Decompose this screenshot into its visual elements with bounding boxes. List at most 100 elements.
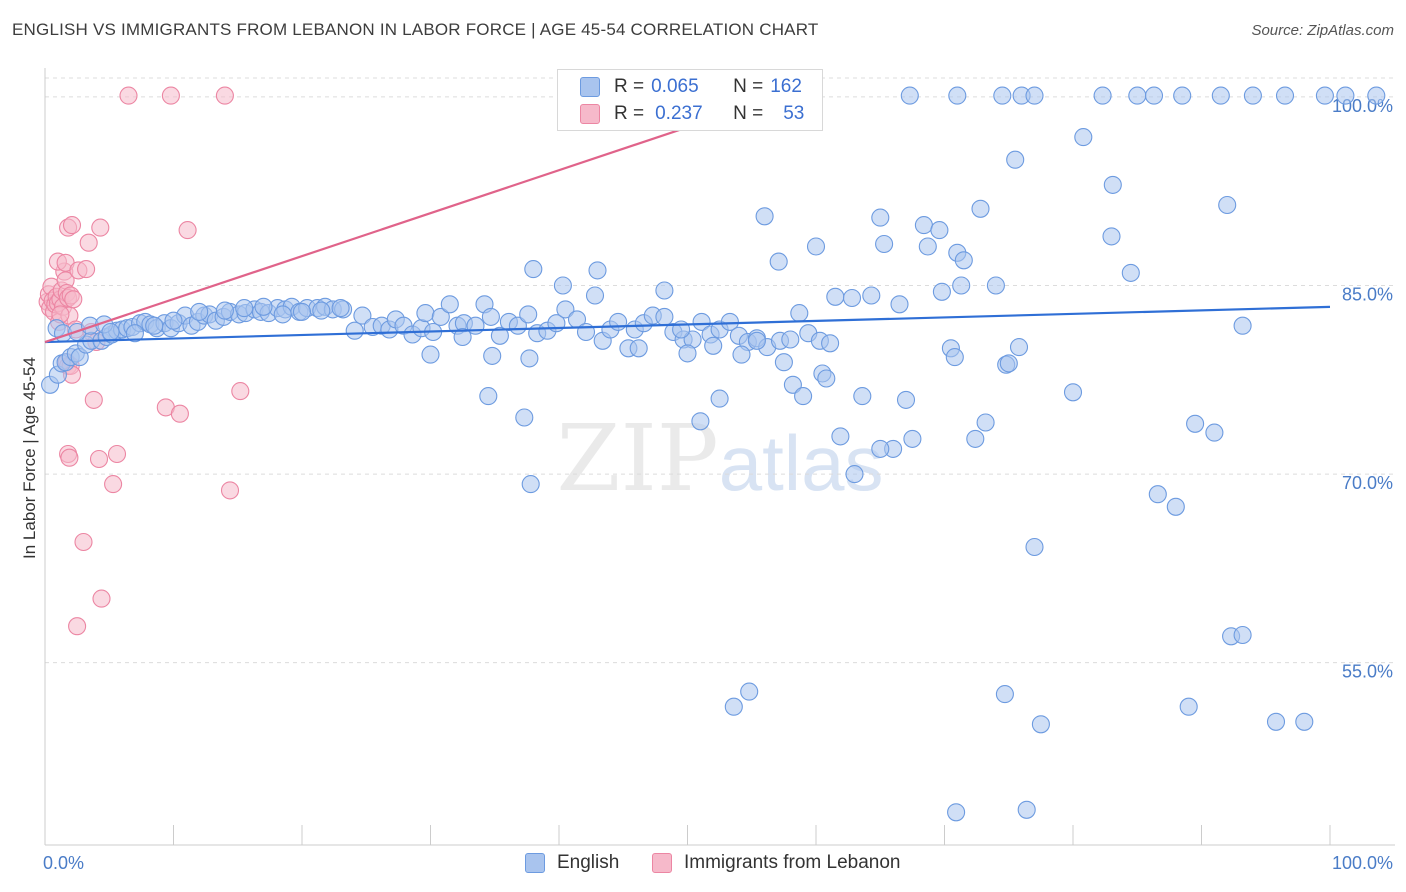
- y-tick-label: 85.0%: [1342, 284, 1393, 304]
- english-point: [519, 305, 538, 324]
- english-point: [490, 326, 509, 345]
- english-point: [1211, 86, 1230, 105]
- lebanon-point: [89, 449, 109, 469]
- english-point: [101, 322, 120, 342]
- english-point: [190, 302, 209, 321]
- english-point: [556, 300, 575, 319]
- english-point: [1074, 128, 1093, 147]
- english-point: [273, 305, 292, 324]
- lebanon-point: [68, 617, 87, 636]
- english-point: [345, 321, 364, 340]
- english-point: [1006, 150, 1025, 169]
- english-point: [164, 311, 183, 330]
- english-point: [1367, 86, 1386, 105]
- lebanon-point: [161, 86, 180, 105]
- english-point: [1336, 86, 1355, 105]
- english-point: [1233, 316, 1252, 335]
- english-point: [790, 304, 809, 323]
- english-swatch: [580, 77, 600, 97]
- english-point: [1025, 86, 1044, 105]
- lebanon-point: [215, 86, 234, 105]
- english-point: [704, 336, 723, 355]
- watermark: ZIPatlas: [557, 405, 884, 512]
- english-legend-swatch: [525, 853, 545, 873]
- english-point: [918, 237, 937, 256]
- lebanon-point: [64, 290, 83, 309]
- legend-item-lebanon[interactable]: Immigrants from Lebanon: [652, 852, 901, 874]
- english-point: [945, 348, 964, 367]
- legend-item-english[interactable]: English: [525, 852, 619, 874]
- english-point: [125, 324, 144, 343]
- english-point: [609, 312, 628, 331]
- x-tick-label-max: 100.0%: [1332, 853, 1393, 873]
- english-point: [875, 234, 894, 254]
- lebanon-n-value: 53: [783, 103, 805, 124]
- lebanon-point: [104, 475, 123, 494]
- english-point: [416, 304, 435, 323]
- lebanon-r-label: R =: [614, 103, 645, 124]
- lebanon-point: [84, 390, 103, 409]
- english-point: [585, 286, 605, 305]
- english-point: [629, 339, 648, 358]
- english-point: [774, 353, 793, 372]
- english-point: [1093, 86, 1112, 105]
- english-point: [453, 327, 472, 347]
- english-r-label: R =: [614, 76, 645, 97]
- english-point: [331, 299, 350, 318]
- english-point: [966, 429, 985, 448]
- english-point: [1103, 175, 1122, 194]
- english-point: [1128, 86, 1147, 105]
- x-tick-label-min: 0.0%: [43, 853, 84, 873]
- english-point: [254, 297, 273, 316]
- y-tick-label: 55.0%: [1342, 662, 1393, 682]
- english-trend-line: [44, 305, 1331, 344]
- english-point: [900, 86, 919, 105]
- english-point: [440, 295, 459, 314]
- lebanon-point: [178, 221, 197, 240]
- english-point: [817, 369, 836, 388]
- english-point: [720, 312, 739, 331]
- english-point: [353, 306, 372, 325]
- english-point: [479, 387, 498, 406]
- lebanon-point: [170, 404, 189, 423]
- english-point: [890, 295, 909, 314]
- english-point: [986, 276, 1005, 295]
- english-point: [995, 685, 1014, 704]
- english-point: [1266, 712, 1286, 731]
- english-point: [1166, 497, 1185, 516]
- english-point: [947, 803, 966, 822]
- english-point: [691, 412, 710, 431]
- grid-lines: [45, 77, 1395, 664]
- english-point: [1218, 195, 1237, 215]
- english-point: [312, 301, 331, 320]
- english-point: [421, 345, 440, 364]
- english-point: [1173, 86, 1192, 105]
- lebanon-point: [92, 589, 111, 608]
- english-point: [747, 331, 766, 350]
- english-point: [145, 316, 164, 335]
- english-point: [842, 288, 862, 308]
- source-label: Source: ZipAtlas.com: [1251, 22, 1394, 39]
- english-legend-label: English: [557, 852, 620, 873]
- english-point: [724, 697, 743, 716]
- english-point: [896, 390, 916, 409]
- english-point: [1102, 227, 1121, 246]
- english-point: [1031, 715, 1050, 734]
- english-point: [781, 330, 800, 349]
- lebanon-legend-label: Immigrants from Lebanon: [684, 852, 901, 873]
- english-point: [971, 199, 990, 218]
- english-point: [692, 312, 711, 331]
- english-point: [553, 276, 572, 295]
- english-point: [976, 413, 995, 432]
- lebanon-point: [91, 218, 110, 237]
- english-point: [1121, 263, 1140, 282]
- english-point: [215, 301, 234, 320]
- english-point: [588, 261, 607, 280]
- english-point: [1186, 414, 1205, 433]
- tick-labels: 55.0%70.0%85.0%100.0%0.0% 100.0%: [43, 96, 1393, 873]
- english-n-value: 162: [770, 76, 802, 97]
- english-point: [954, 251, 973, 270]
- english-point: [845, 465, 864, 484]
- english-point: [292, 302, 312, 321]
